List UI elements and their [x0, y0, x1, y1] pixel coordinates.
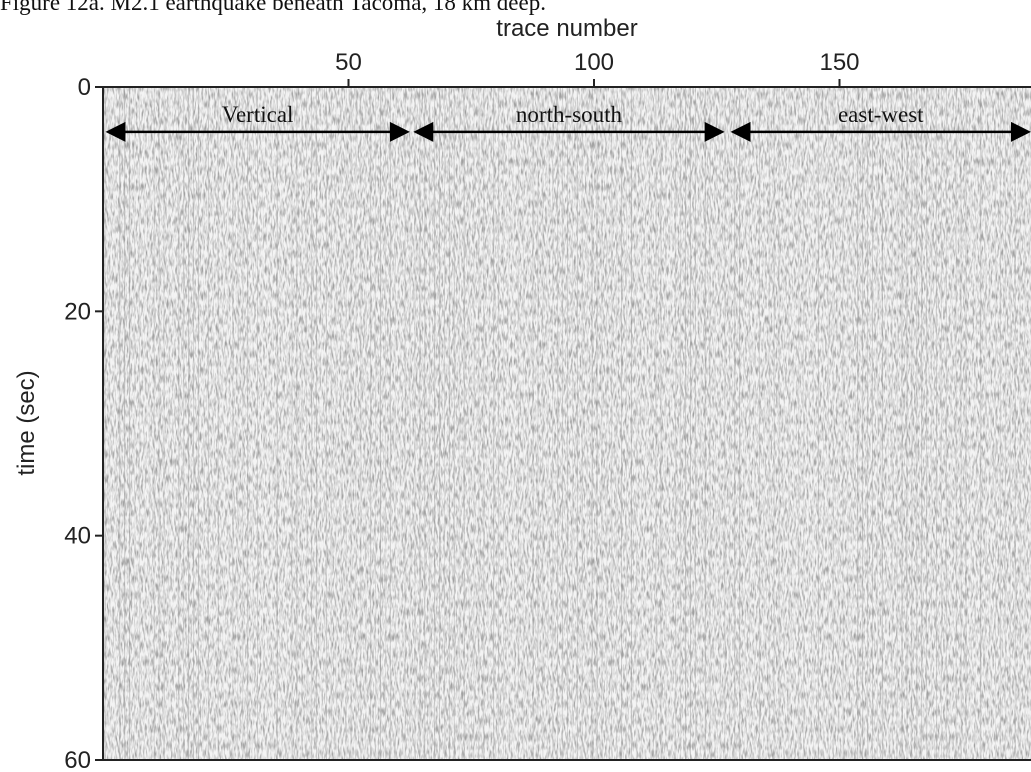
- x-tick-label: 150: [819, 49, 859, 76]
- arrow-head: [389, 121, 410, 142]
- traces: [104, 87, 1031, 760]
- annotation-label: Vertical: [222, 102, 294, 127]
- annotation-arrow: [413, 121, 725, 142]
- chart-title: Figure 12a. M2.1 earthquake beneath Taco…: [0, 0, 546, 15]
- arrow-head: [1011, 121, 1031, 142]
- arrow-head: [704, 121, 725, 142]
- noise: [103, 87, 1031, 760]
- annotation-arrow: [105, 121, 410, 142]
- trace-texture: [103, 87, 1031, 760]
- annotation-label: east-west: [838, 102, 924, 127]
- y-tick-label: 20: [64, 298, 91, 325]
- y-tick-label: 60: [64, 747, 91, 772]
- x-axis-label: trace number: [496, 15, 637, 42]
- y-tick-label: 40: [64, 523, 91, 550]
- annotation-label: north-south: [516, 102, 623, 127]
- annotation-arrow: [730, 121, 1031, 142]
- x-tick-label: 100: [574, 49, 614, 76]
- arrow-head: [105, 121, 126, 142]
- x-tick-label: 50: [335, 49, 362, 76]
- arrow-head: [413, 121, 434, 142]
- arrow-head: [730, 121, 751, 142]
- y-axis-label: time (sec): [13, 370, 40, 475]
- y-tick-label: 0: [78, 74, 91, 101]
